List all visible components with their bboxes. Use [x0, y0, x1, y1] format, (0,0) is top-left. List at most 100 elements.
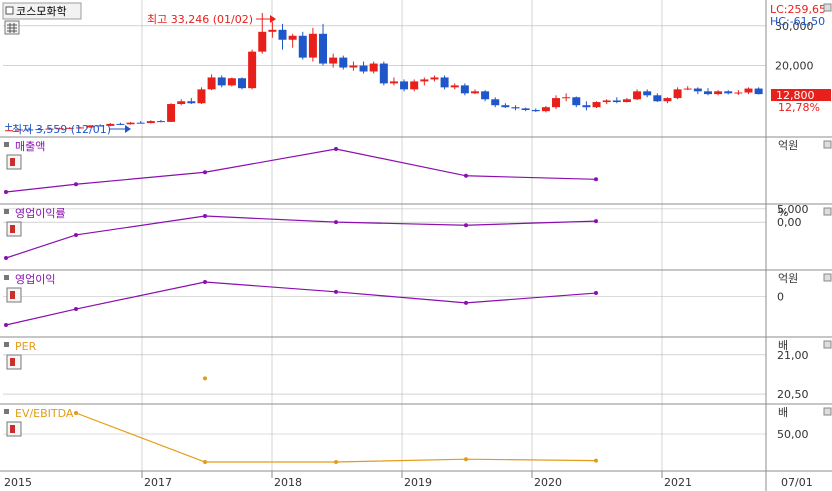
- candle-body: [258, 31, 267, 52]
- candle-body: [187, 101, 196, 104]
- series-point: [594, 219, 598, 224]
- candle-body: [693, 88, 702, 92]
- series-point: [74, 182, 78, 187]
- series-point: [4, 190, 8, 194]
- last-price-tag: 12,800: [771, 89, 831, 102]
- candle-body: [96, 125, 105, 127]
- series-point: [203, 170, 207, 175]
- indicator-settings-icon[interactable]: [6, 221, 22, 237]
- grid-settings-icon[interactable]: [4, 20, 20, 35]
- indicator-icon-bar: [10, 358, 15, 366]
- x-axis-label: 2017: [144, 476, 172, 489]
- panel-header: 매출액 억원: [4, 139, 832, 170]
- tick-label: 0,00: [777, 216, 802, 229]
- candle-body: [116, 123, 125, 125]
- price-tick-label: 30,000: [775, 20, 814, 33]
- candle-body: [379, 63, 388, 84]
- panel-title: 매출액: [15, 140, 45, 153]
- x-axis-label: 2019: [404, 476, 432, 489]
- indicator-series: [4, 147, 598, 464]
- x-axis-label: 2021: [664, 476, 692, 489]
- candle-body: [197, 89, 206, 104]
- series-point: [464, 457, 468, 462]
- indicator-settings-icon[interactable]: [6, 154, 22, 170]
- series-point: [464, 173, 468, 178]
- series-point: [594, 458, 598, 463]
- candle-body: [288, 35, 297, 40]
- candle-body: [339, 57, 348, 68]
- panel-close-icon[interactable]: [823, 340, 832, 349]
- panel-bullet-icon: [4, 142, 9, 147]
- series-point: [594, 291, 598, 296]
- candle-body: [481, 91, 490, 100]
- candle-body: [450, 85, 459, 88]
- candle-body: [460, 85, 469, 94]
- candle-body: [622, 99, 631, 103]
- panel-title: PER: [15, 340, 37, 353]
- candle-body: [106, 123, 115, 126]
- panel-close-icon[interactable]: [823, 3, 832, 12]
- candle-body: [643, 91, 652, 96]
- indicator-settings-icon[interactable]: [6, 287, 22, 303]
- panel-header: EV/EBITDA 배: [4, 406, 832, 437]
- panel-close-icon[interactable]: [823, 207, 832, 216]
- x-axis-label: 2020: [534, 476, 562, 489]
- candle-body: [521, 108, 530, 110]
- candle-body: [45, 128, 54, 130]
- indicator-settings-icon[interactable]: [6, 354, 22, 370]
- candle-body: [673, 89, 682, 99]
- tick-label: 5,000: [777, 203, 809, 216]
- series-point: [74, 232, 78, 237]
- candlestick-series: [5, 12, 763, 132]
- tick-label: 21,00: [777, 349, 809, 362]
- crosshair-icon: +: [4, 120, 13, 133]
- panel-bullet-icon: [4, 342, 9, 347]
- hc-label: HC:-61,50: [770, 15, 825, 28]
- series-point: [4, 256, 8, 260]
- candle-body: [136, 122, 145, 124]
- candle-body: [65, 127, 74, 129]
- candle-body: [511, 107, 520, 109]
- candle-body: [369, 63, 378, 72]
- candle-body: [146, 121, 155, 124]
- indicator-icon-bar: [10, 425, 15, 433]
- high-arrow-icon: [270, 15, 276, 23]
- candle-body: [714, 91, 723, 95]
- panel-unit: 배: [778, 339, 788, 352]
- candle-body: [308, 33, 317, 58]
- panel-close-icon[interactable]: [823, 140, 832, 149]
- panel-close-icon[interactable]: [823, 273, 832, 282]
- candle-body: [633, 91, 642, 100]
- price-tick-label: 20,000: [775, 60, 814, 73]
- candle-body: [683, 88, 692, 90]
- panel-title: 영업이익: [15, 273, 55, 286]
- grid-layer: [3, 0, 766, 471]
- candle-body: [470, 91, 479, 94]
- x-axis-label: 2015: [4, 476, 32, 489]
- panel-unit: 억원: [778, 139, 798, 152]
- candle-body: [298, 35, 307, 58]
- candle-body: [75, 127, 84, 129]
- candle-body: [227, 78, 236, 86]
- panel-title: 영업이익률: [15, 207, 66, 220]
- candle-body: [35, 129, 44, 131]
- low-annotation-label: 최저 3,559 (12/01): [12, 123, 111, 136]
- candle-body: [268, 29, 277, 32]
- panel-bullet-icon: [4, 275, 9, 280]
- indicator-icon-bar: [10, 291, 15, 299]
- lc-label: LC:259,65: [770, 3, 826, 16]
- candle-body: [592, 102, 601, 108]
- series-line: [5, 148, 597, 193]
- tick-label: 20,50: [777, 388, 809, 401]
- change-label: 12,78%: [778, 101, 820, 114]
- series-point: [464, 223, 468, 228]
- panel-close-icon[interactable]: [823, 407, 832, 416]
- series-point: [594, 177, 598, 182]
- panel-header: PER 배: [4, 339, 832, 370]
- x-axis-label: 07/01: [781, 476, 813, 489]
- stock-name-box[interactable]: 코스모화학: [2, 2, 82, 20]
- candle-body: [734, 92, 743, 94]
- candle-body: [25, 129, 34, 131]
- indicator-settings-icon[interactable]: [6, 421, 22, 437]
